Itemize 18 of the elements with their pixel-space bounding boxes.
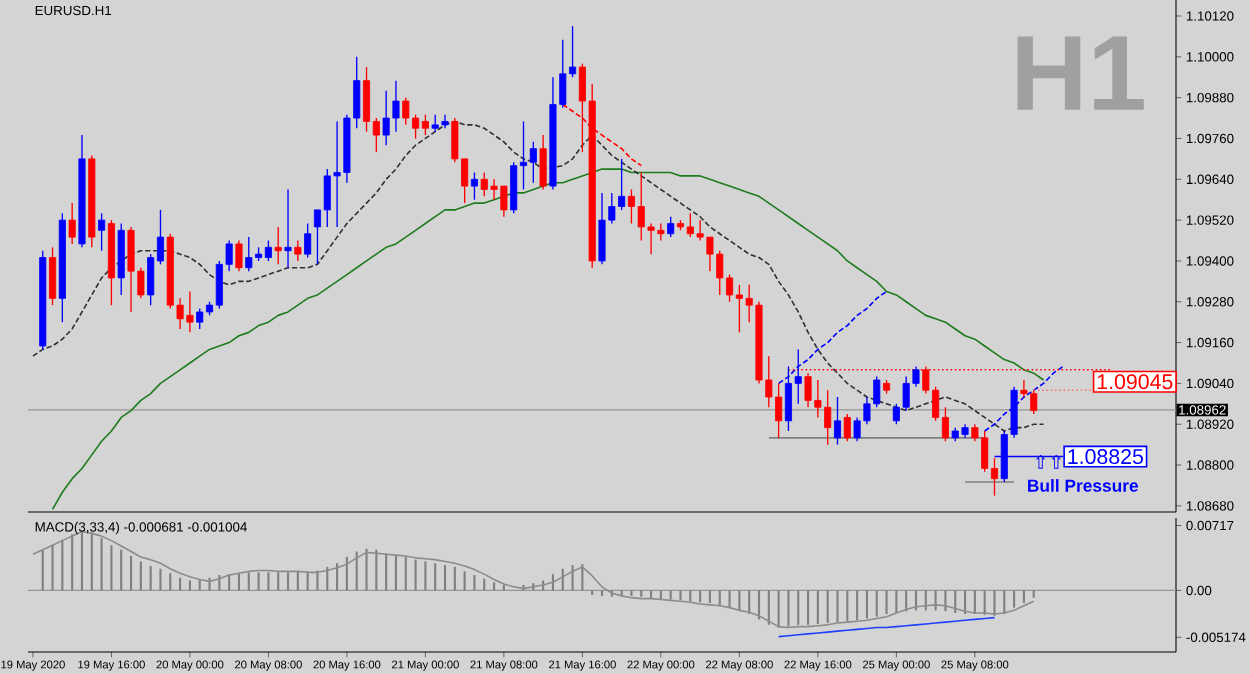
annotation: Bull Pressure — [1028, 479, 1139, 492]
candlestick — [667, 216, 675, 238]
candlestick — [294, 239, 302, 262]
candlestick — [117, 222, 125, 296]
candlestick — [284, 188, 292, 269]
candlestick — [98, 212, 106, 252]
candlestick — [49, 246, 57, 306]
candlestick — [304, 222, 312, 259]
candlestick — [539, 134, 547, 191]
candlestick — [68, 202, 76, 245]
line-series — [777, 616, 996, 638]
annotation: 1.08825 — [1068, 449, 1143, 465]
candlestick — [470, 171, 478, 201]
candlestick — [235, 239, 243, 272]
candlestick — [833, 396, 842, 446]
annotation: 1.09045 — [1097, 374, 1173, 390]
candlestick — [274, 226, 282, 266]
candlestick — [843, 413, 851, 442]
